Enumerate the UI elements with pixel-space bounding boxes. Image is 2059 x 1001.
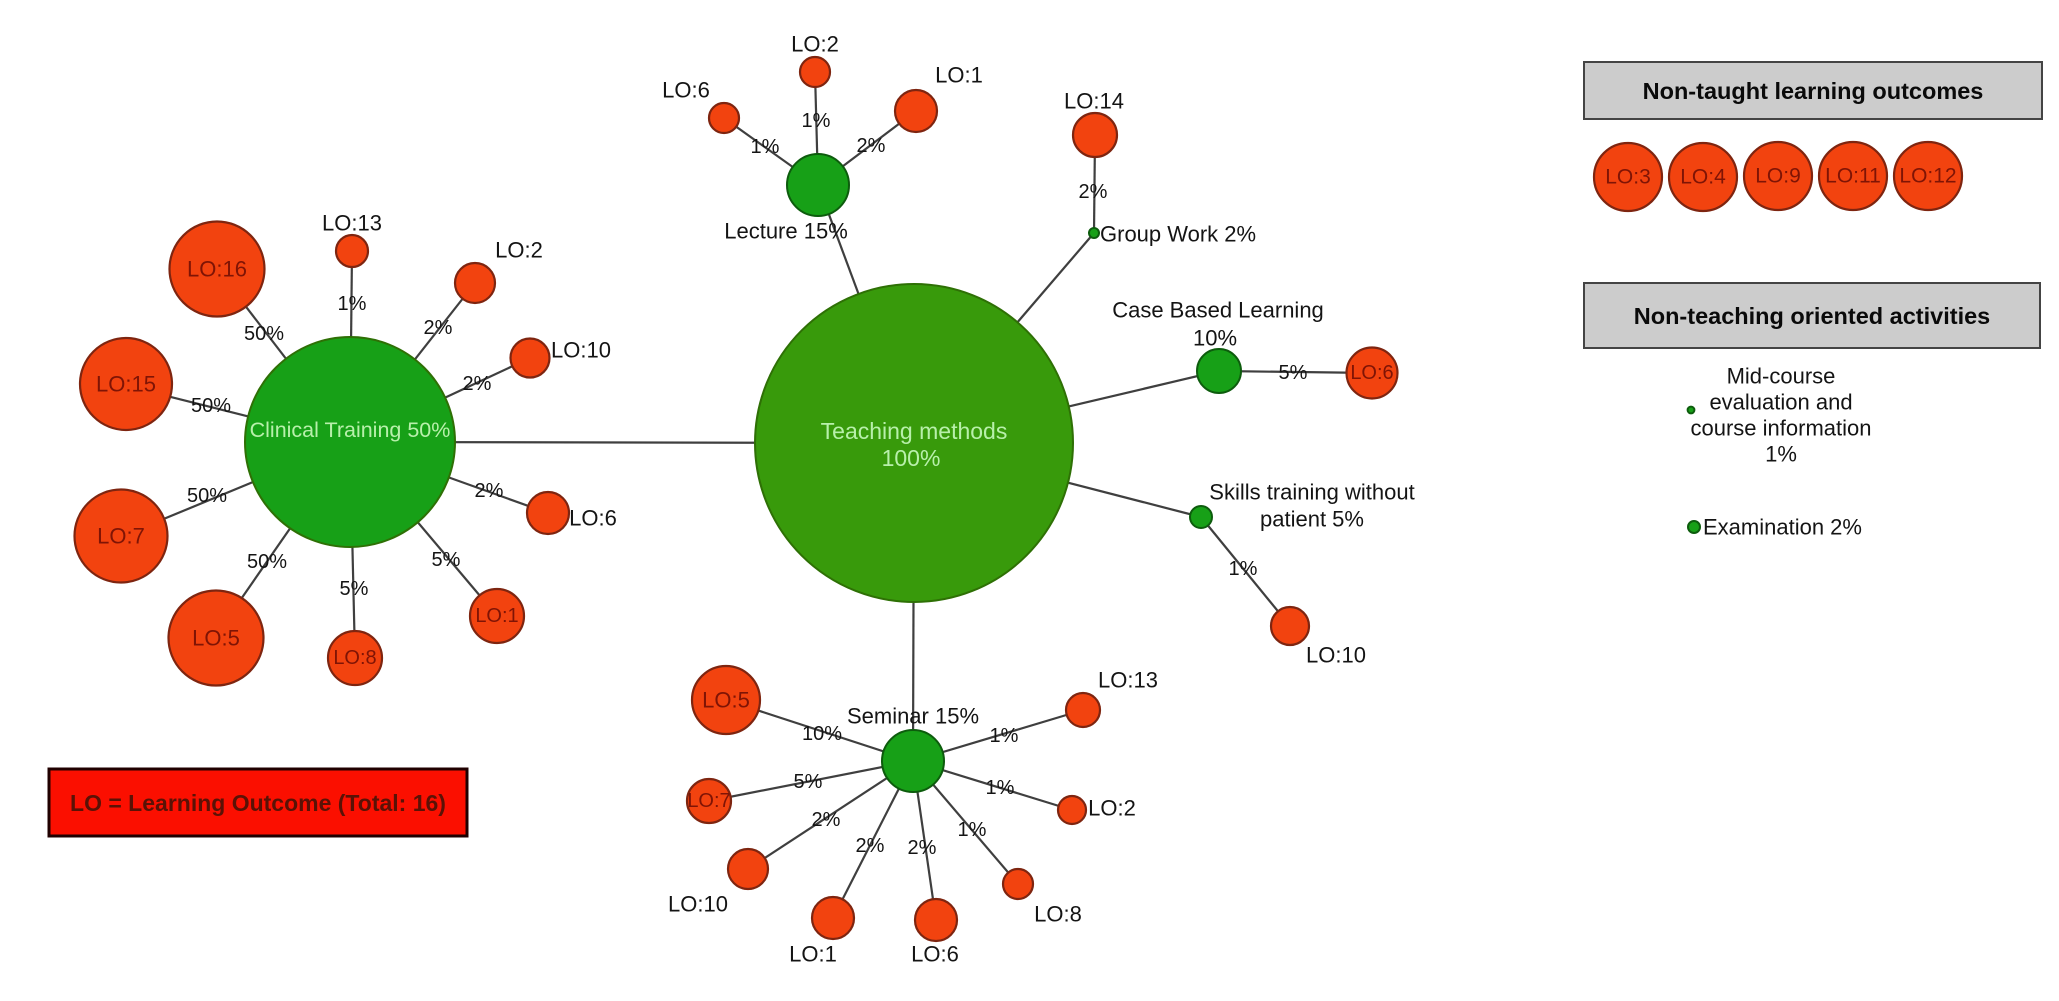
svg-text:LO:1: LO:1 bbox=[475, 605, 518, 627]
svg-text:LO:8: LO:8 bbox=[333, 647, 376, 669]
svg-text:LO:10: LO:10 bbox=[1306, 643, 1366, 668]
svg-text:10%: 10% bbox=[802, 723, 842, 745]
svg-text:Teaching methods: Teaching methods bbox=[821, 418, 1008, 444]
svg-text:Non-taught learning outcomes: Non-taught learning outcomes bbox=[1643, 78, 1984, 104]
svg-text:1%: 1% bbox=[1765, 442, 1797, 467]
svg-text:Seminar 15%: Seminar 15% bbox=[847, 704, 979, 729]
svg-text:patient 5%: patient 5% bbox=[1260, 507, 1364, 532]
svg-text:1%: 1% bbox=[338, 293, 367, 315]
svg-text:Group Work 2%: Group Work 2% bbox=[1100, 222, 1256, 247]
svg-text:Lecture 15%: Lecture 15% bbox=[724, 219, 848, 244]
svg-text:5%: 5% bbox=[1279, 362, 1308, 384]
svg-text:Case Based Learning: Case Based Learning bbox=[1112, 298, 1324, 323]
svg-text:LO:8: LO:8 bbox=[1034, 902, 1082, 927]
svg-text:LO:11: LO:11 bbox=[1825, 165, 1881, 188]
svg-text:Examination 2%: Examination 2% bbox=[1703, 515, 1862, 540]
svg-text:LO:2: LO:2 bbox=[495, 238, 543, 263]
svg-text:course information: course information bbox=[1691, 416, 1872, 441]
svg-text:2%: 2% bbox=[857, 135, 886, 157]
svg-text:5%: 5% bbox=[340, 578, 369, 600]
svg-text:LO:5: LO:5 bbox=[702, 688, 750, 713]
svg-text:LO:6: LO:6 bbox=[662, 78, 710, 103]
svg-text:LO:15: LO:15 bbox=[96, 372, 156, 397]
svg-text:LO:9: LO:9 bbox=[1755, 165, 1801, 188]
svg-text:2%: 2% bbox=[812, 809, 841, 831]
svg-text:LO = Learning Outcome (Total:: LO = Learning Outcome (Total: 16) bbox=[70, 790, 446, 816]
svg-text:LO:6: LO:6 bbox=[1350, 362, 1393, 384]
svg-text:Clinical Training 50%: Clinical Training 50% bbox=[250, 418, 451, 442]
svg-text:Mid-course: Mid-course bbox=[1727, 364, 1836, 389]
svg-text:50%: 50% bbox=[191, 395, 231, 417]
svg-text:LO:7: LO:7 bbox=[97, 524, 145, 549]
svg-text:1%: 1% bbox=[751, 136, 780, 158]
svg-text:LO:13: LO:13 bbox=[1098, 668, 1158, 693]
svg-text:5%: 5% bbox=[794, 771, 823, 793]
svg-text:LO:3: LO:3 bbox=[1605, 166, 1651, 189]
svg-text:evaluation and: evaluation and bbox=[1709, 390, 1852, 415]
svg-text:LO:2: LO:2 bbox=[791, 32, 839, 57]
svg-text:LO:4: LO:4 bbox=[1680, 166, 1726, 189]
svg-text:LO:16: LO:16 bbox=[187, 257, 247, 282]
svg-text:10%: 10% bbox=[1193, 326, 1237, 351]
svg-text:LO:7: LO:7 bbox=[687, 790, 730, 812]
svg-text:50%: 50% bbox=[244, 323, 284, 345]
svg-text:LO:12: LO:12 bbox=[1899, 165, 1956, 188]
svg-text:1%: 1% bbox=[990, 725, 1019, 747]
svg-text:LO:5: LO:5 bbox=[192, 626, 240, 651]
svg-text:Non-teaching oriented activiti: Non-teaching oriented activities bbox=[1634, 303, 1990, 329]
svg-text:LO:2: LO:2 bbox=[1088, 796, 1136, 821]
svg-text:LO:1: LO:1 bbox=[789, 942, 837, 967]
svg-text:2%: 2% bbox=[908, 837, 937, 859]
svg-text:2%: 2% bbox=[463, 373, 492, 395]
svg-text:LO:10: LO:10 bbox=[551, 338, 611, 363]
svg-text:2%: 2% bbox=[856, 835, 885, 857]
svg-text:Skills training without: Skills training without bbox=[1209, 480, 1414, 505]
svg-text:LO:1: LO:1 bbox=[935, 63, 983, 88]
svg-text:1%: 1% bbox=[802, 110, 831, 132]
svg-text:LO:14: LO:14 bbox=[1064, 89, 1124, 114]
svg-text:100%: 100% bbox=[882, 445, 941, 471]
svg-text:2%: 2% bbox=[1079, 181, 1108, 203]
svg-text:LO:10: LO:10 bbox=[668, 892, 728, 917]
svg-text:5%: 5% bbox=[432, 549, 461, 571]
svg-text:2%: 2% bbox=[475, 480, 504, 502]
svg-text:50%: 50% bbox=[247, 551, 287, 573]
svg-text:LO:6: LO:6 bbox=[569, 506, 617, 531]
svg-text:LO:13: LO:13 bbox=[322, 211, 382, 236]
svg-text:1%: 1% bbox=[1229, 558, 1258, 580]
svg-text:1%: 1% bbox=[986, 777, 1015, 799]
svg-text:50%: 50% bbox=[187, 485, 227, 507]
svg-text:LO:6: LO:6 bbox=[911, 942, 959, 967]
svg-text:2%: 2% bbox=[424, 317, 453, 339]
svg-text:1%: 1% bbox=[958, 819, 987, 841]
